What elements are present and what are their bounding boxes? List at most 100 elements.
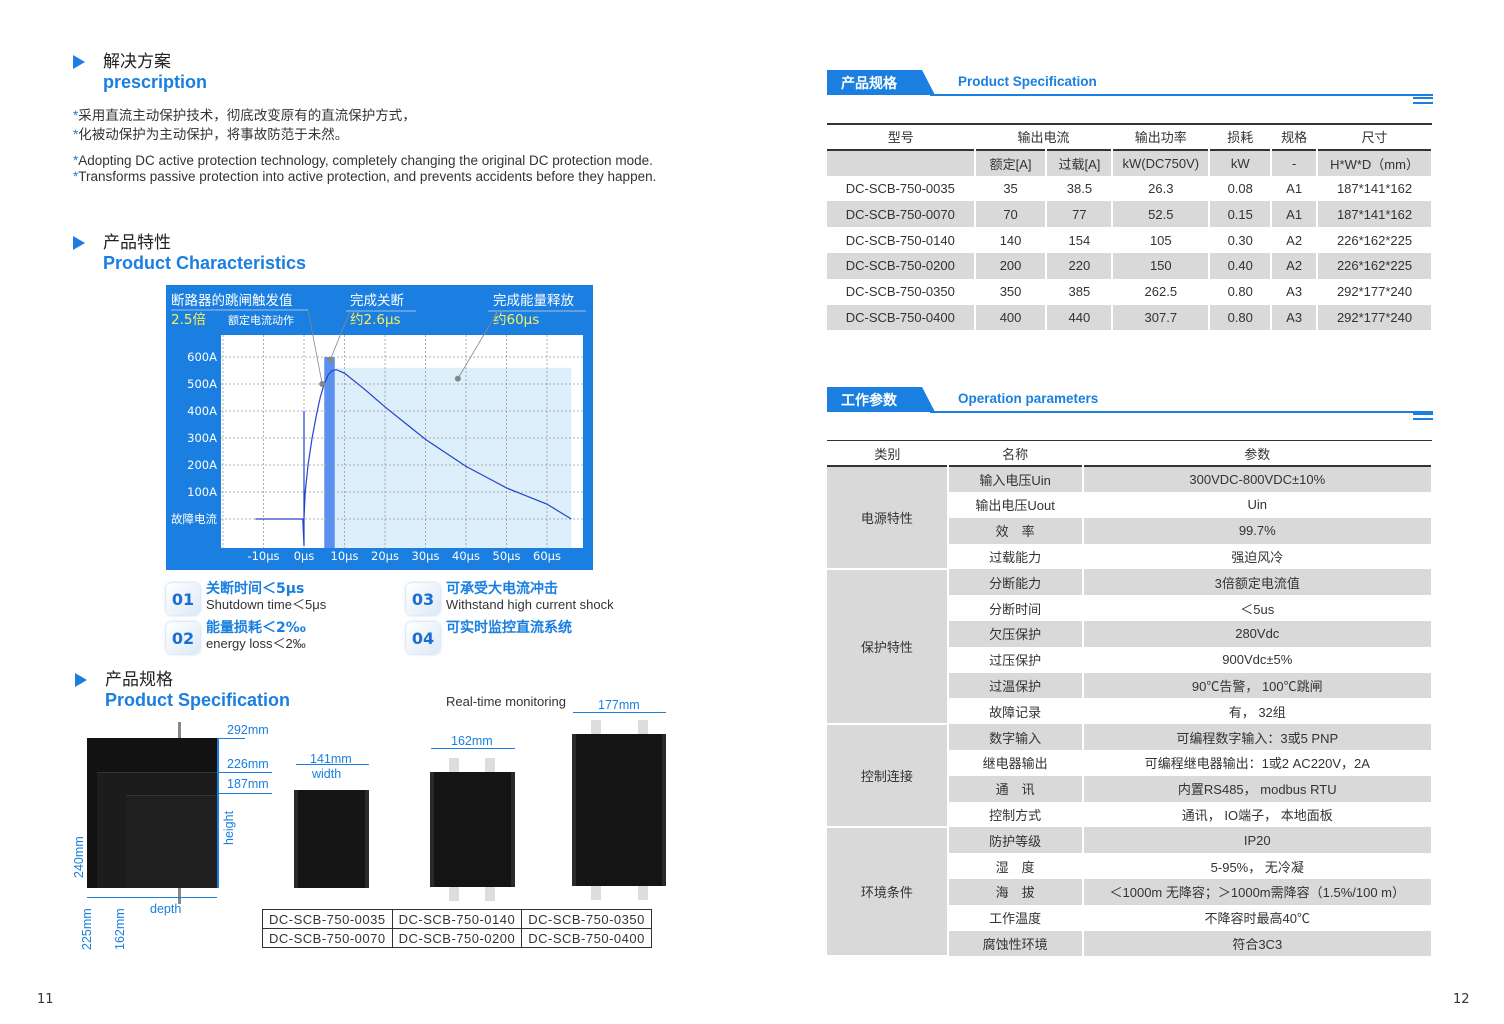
shutdown-band [324, 357, 335, 548]
param-name: 欠压保护 [947, 621, 1084, 647]
param-name: 过温保护 [947, 672, 1084, 699]
feature-title: 能量损耗＜2‰ [206, 620, 306, 636]
annotation-value: 2.5倍 [171, 312, 206, 328]
table-cell: 77 [1046, 201, 1114, 228]
column-header: 损耗 [1227, 130, 1254, 146]
device-side-view-small [126, 795, 217, 888]
table-row: 分断时间 ＜5us [827, 595, 1434, 622]
feature-number-badge: 02 [166, 622, 200, 654]
category-cell: 控制连接 [827, 724, 949, 829]
feature-subtitle: Real-time monitoring [446, 694, 566, 709]
param-value: 280Vdc [1082, 621, 1434, 647]
table-row: 效 率 99.7% [827, 517, 1434, 544]
param-name: 继电器输出 [947, 750, 1084, 776]
table-cell: DC-SCB-750-0070 [827, 201, 976, 228]
device-a2-front [430, 772, 515, 887]
x-tick-label: 20μs [371, 549, 399, 563]
table-cell: 200 [974, 252, 1048, 279]
prescription-title-cn: 解决方案 [103, 52, 171, 72]
table-row: 腐蚀性环境 符合3C3 [827, 930, 1434, 957]
op-header-row: 类别 名称 参数 [827, 440, 1432, 467]
table-cell: 350 [974, 278, 1048, 305]
table-cell: 0.08 [1209, 175, 1273, 202]
table-cell: 26.3 [1112, 175, 1211, 202]
column-subheader [827, 149, 976, 176]
spec-title-cn: 产品规格 [105, 670, 173, 690]
x-tick-label: 40μs [452, 549, 480, 563]
dim-depth: depth [150, 902, 182, 916]
table-cell: A3 [1271, 278, 1319, 305]
table-cell: 0.80 [1209, 304, 1273, 331]
param-name: 防护等级 [947, 827, 1084, 854]
column-subheader: kW(DC750V) [1112, 149, 1211, 176]
param-name: 效 率 [947, 517, 1084, 544]
annotation-title: 完成关断 [350, 293, 404, 309]
param-value: 内置RS485， modbus RTU [1082, 775, 1434, 802]
feature-subtitle: Shutdown time＜5μs [206, 597, 327, 612]
param-value: 不降容时最高40℃ [1082, 904, 1434, 931]
page-number-left: 11 [37, 992, 54, 1007]
table-row: 保护特性 分断能力 3倍额定电流值 [827, 569, 1434, 726]
dim-height: height [222, 810, 236, 845]
param-value: 900Vdc±5% [1082, 646, 1434, 673]
feature-title: 可实时监控直流系统 [446, 620, 572, 636]
model-size-table: DC-SCB-750-0035 DC-SCB-750-0140 DC-SCB-750… [262, 909, 652, 948]
table-cell: DC-SCB-750-0140 [827, 227, 976, 253]
param-value: 通讯， IO端子， 本地面板 [1082, 801, 1434, 828]
table-cell: DC-SCB-750-0035 [827, 175, 976, 202]
table-cell: 187*141*162 [1317, 201, 1433, 228]
dim-162-depth: 162mm [113, 908, 127, 950]
table-cell: 70 [974, 201, 1048, 228]
fault-current-chart: 故障电流 100A 200A 300A 400A 500A 600A -10μs 0μs 10μs… [166, 285, 593, 570]
column-header: 尺寸 [1361, 130, 1388, 146]
x-tick-label: 30μs [412, 549, 440, 563]
param-value: ＜5us [1082, 595, 1434, 622]
table-cell: DC-SCB-750-0200 [827, 252, 976, 279]
op-section-tab: 工作参数 [827, 387, 935, 412]
annotation-dot [327, 356, 334, 363]
param-name: 控制方式 [947, 801, 1084, 828]
table-cell: 0.80 [1209, 278, 1273, 305]
table-cell: 52.5 [1112, 201, 1211, 228]
table-cell: 0.15 [1209, 201, 1273, 228]
spec-section-en: Product Specification [958, 74, 1097, 89]
y-tick-label: 400A [187, 404, 217, 418]
table-cell: 440 [1046, 304, 1114, 331]
param-value: 强迫风冷 [1082, 543, 1434, 570]
table-cell: 0.30 [1209, 227, 1273, 253]
table-row: DC-SCB-750-0200 200 220 150 0.40 A2 226*162*22… [827, 252, 1433, 279]
category-cell: 环境条件 [827, 827, 949, 958]
table-row: 过压保护 900Vdc±5% [827, 646, 1434, 673]
feature-title: 关断时间＜5μs [206, 581, 305, 597]
table-row: DC-SCB-750-0400 400 440 307.7 0.80 A3 292*177*… [827, 304, 1433, 331]
dim-width: width [312, 767, 342, 781]
param-value: ＜1000m 无降容；＞1000m需降容（1.5%/100 m） [1082, 879, 1434, 905]
y-tick-label: 200A [187, 458, 217, 472]
param-value: 符合3C3 [1082, 930, 1434, 957]
param-name: 过载能力 [947, 543, 1084, 570]
table-row: 继电器输出 可编程继电器输出：1或2 AC220V，2A [827, 750, 1434, 776]
menu-lines-icon [1413, 97, 1433, 104]
table-cell: DC-SCB-750-0400 [827, 304, 976, 331]
category-cell: 保护特性 [827, 569, 949, 726]
param-name: 数字输入 [947, 724, 1084, 751]
table-cell: 292*177*240 [1317, 278, 1433, 305]
dim-177: 177mm [598, 698, 640, 712]
section-arrow-icon [75, 673, 87, 687]
table-row: DC-SCB-750-0035 35 38.5 26.3 0.08 A1 187*141*1… [827, 175, 1433, 202]
param-name: 故障记录 [947, 698, 1084, 725]
y-tick-label: 故障电流 [171, 512, 217, 526]
op-section-en: Operation parameters [958, 391, 1099, 406]
table-row: 工作温度 不降容时最高40℃ [827, 904, 1434, 931]
dim-187: 187mm [227, 777, 269, 791]
annotation-title: 断路器的跳闸触发值 [171, 293, 293, 309]
param-value: Uin [1082, 492, 1434, 518]
column-subheader: kW [1209, 149, 1273, 176]
column-header: 输出功率 [1134, 130, 1187, 146]
menu-lines-icon [1413, 413, 1433, 420]
y-tick-label: 500A [187, 377, 217, 391]
device-a1-front [294, 790, 369, 888]
param-name: 腐蚀性环境 [947, 930, 1084, 957]
param-name: 分断时间 [947, 595, 1084, 622]
dim-292: 292mm [227, 723, 269, 737]
